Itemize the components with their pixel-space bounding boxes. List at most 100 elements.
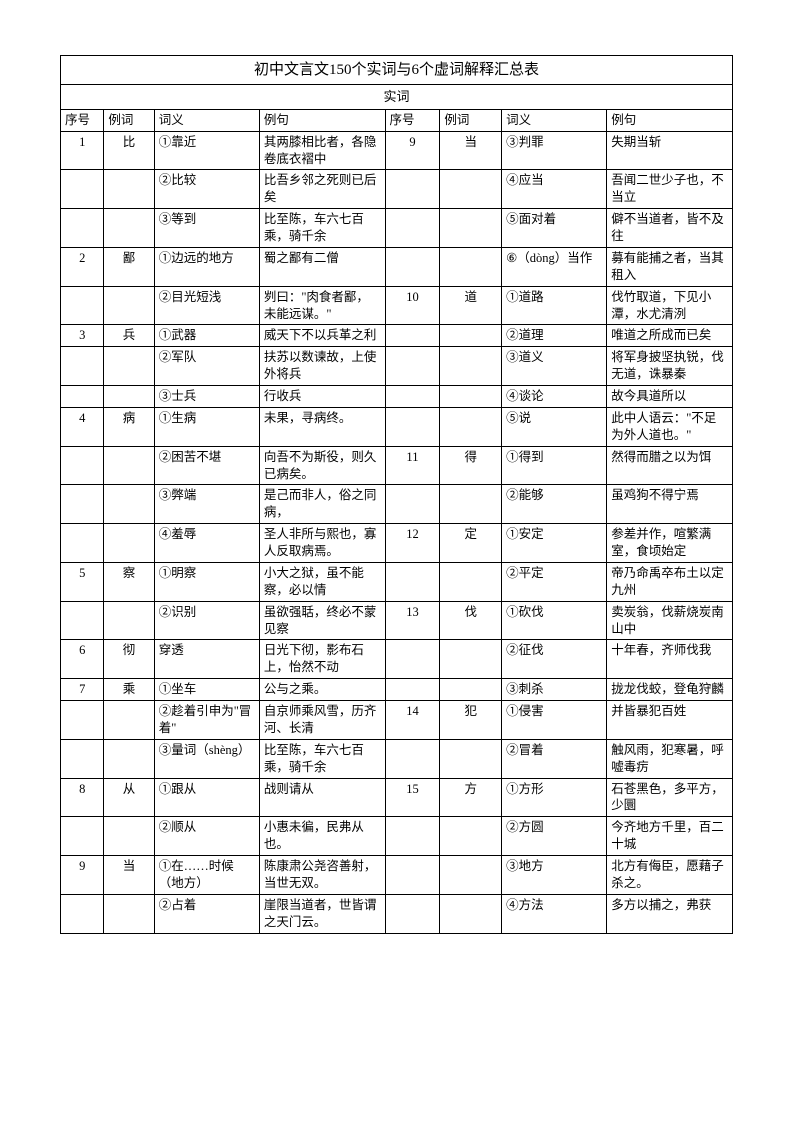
table-row: ③量词（shèng）比至陈，车六七百乘，骑千余②冒着触风雨，犯寒暑，呼嘘毒疠 — [61, 739, 733, 778]
cell-word: 鄙 — [104, 247, 154, 286]
cell-meaning: ③弊端 — [154, 485, 259, 524]
vocab-table: 初中文言文150个实词与6个虚词解释汇总表 实词 序号 例词 词义 例句 序号 … — [60, 55, 733, 934]
cell-example: 小大之狱，虽不能察，必以情 — [259, 562, 385, 601]
cell-example: 其两膝相比者，各隐卷底衣褶中 — [259, 131, 385, 170]
cell-word2 — [440, 485, 502, 524]
cell-seq — [61, 739, 104, 778]
cell-example: 日光下彻，影布石上，怡然不动 — [259, 640, 385, 679]
cell-seq2 — [385, 247, 440, 286]
cell-example: 自京师乘风雪，历齐河、长清 — [259, 701, 385, 740]
cell-word2 — [440, 679, 502, 701]
table-row: ②军队扶苏以数谏故，上使外将兵③道义将军身披坚执锐，伐无道，诛暴秦 — [61, 347, 733, 386]
cell-seq2: 9 — [385, 131, 440, 170]
cell-example: 扶苏以数谏故，上使外将兵 — [259, 347, 385, 386]
cell-meaning2: ②冒着 — [502, 739, 607, 778]
cell-meaning: ②识别 — [154, 601, 259, 640]
cell-example: 行收兵 — [259, 386, 385, 408]
cell-example2: 伐竹取道，下见小潭，水尤清洌 — [607, 286, 733, 325]
cell-word: 比 — [104, 131, 154, 170]
cell-meaning: ③量词（shèng） — [154, 739, 259, 778]
cell-example2: 然得而腊之以为饵 — [607, 446, 733, 485]
table-row: ②趁着引申为"冒着"自京师乘风雪，历齐河、长清14犯①侵害并皆暴犯百姓 — [61, 701, 733, 740]
table-title: 初中文言文150个实词与6个虚词解释汇总表 — [61, 56, 733, 85]
cell-example: 崖限当道者，世皆谓之天门云。 — [259, 894, 385, 933]
cell-word2: 方 — [440, 778, 502, 817]
cell-example2: 失期当斩 — [607, 131, 733, 170]
cell-meaning2: ⑤说 — [502, 407, 607, 446]
cell-seq2 — [385, 170, 440, 209]
cell-example: 公与之乘。 — [259, 679, 385, 701]
cell-meaning2: ④应当 — [502, 170, 607, 209]
cell-meaning2: ①安定 — [502, 524, 607, 563]
cell-seq2 — [385, 407, 440, 446]
cell-seq — [61, 170, 104, 209]
cell-meaning2: ①道路 — [502, 286, 607, 325]
cell-meaning2: ②道理 — [502, 325, 607, 347]
cell-example: 比至陈，车六七百乘，骑千余 — [259, 739, 385, 778]
hdr-word2: 例词 — [440, 109, 502, 131]
cell-word2: 当 — [440, 131, 502, 170]
cell-meaning2: ④谈论 — [502, 386, 607, 408]
cell-seq: 3 — [61, 325, 104, 347]
title-row: 初中文言文150个实词与6个虚词解释汇总表 — [61, 56, 733, 85]
cell-seq2 — [385, 209, 440, 248]
cell-seq2: 10 — [385, 286, 440, 325]
cell-seq2 — [385, 856, 440, 895]
subtitle-row: 实词 — [61, 85, 733, 110]
cell-seq2 — [385, 325, 440, 347]
cell-example2: 卖炭翁，伐薪烧炭南山中 — [607, 601, 733, 640]
cell-example2: 故今具道所以 — [607, 386, 733, 408]
cell-word — [104, 817, 154, 856]
cell-seq: 5 — [61, 562, 104, 601]
cell-meaning: ②占着 — [154, 894, 259, 933]
cell-word — [104, 739, 154, 778]
table-subtitle: 实词 — [61, 85, 733, 110]
cell-word2 — [440, 170, 502, 209]
cell-seq — [61, 524, 104, 563]
table-row: 7乘①坐车公与之乘。③刺杀拢龙伐蛟，登龟狩麟 — [61, 679, 733, 701]
cell-seq2: 11 — [385, 446, 440, 485]
cell-example2: 参差并作，喧繁满室，食顷始定 — [607, 524, 733, 563]
cell-example: 圣人非所与熙也，寡人反取病焉。 — [259, 524, 385, 563]
cell-meaning2: ①方形 — [502, 778, 607, 817]
cell-word2 — [440, 562, 502, 601]
cell-meaning2: ③刺杀 — [502, 679, 607, 701]
table-row: ②目光短浅刿曰："肉食者鄙，未能远谋。"10道①道路伐竹取道，下见小潭，水尤清洌 — [61, 286, 733, 325]
cell-example: 向吾不为斯役，则久已病矣。 — [259, 446, 385, 485]
cell-meaning: ①边远的地方 — [154, 247, 259, 286]
cell-word: 彻 — [104, 640, 154, 679]
table-row: ②困苦不堪向吾不为斯役，则久已病矣。11得①得到然得而腊之以为饵 — [61, 446, 733, 485]
cell-word — [104, 347, 154, 386]
cell-seq2 — [385, 485, 440, 524]
cell-seq2 — [385, 679, 440, 701]
cell-example: 比至陈，车六七百乘，骑千余 — [259, 209, 385, 248]
cell-example: 是己而非人，俗之同病， — [259, 485, 385, 524]
cell-meaning2: ①砍伐 — [502, 601, 607, 640]
cell-example2: 石苍黑色，多平方，少圜 — [607, 778, 733, 817]
cell-meaning: ④羞辱 — [154, 524, 259, 563]
cell-meaning: 穿透 — [154, 640, 259, 679]
table-row: 8从①跟从战则请从15方①方形石苍黑色，多平方，少圜 — [61, 778, 733, 817]
cell-word — [104, 601, 154, 640]
cell-word2 — [440, 325, 502, 347]
cell-seq — [61, 817, 104, 856]
cell-meaning2: ②方圆 — [502, 817, 607, 856]
hdr-seq2: 序号 — [385, 109, 440, 131]
cell-example: 陈康肃公尧咨善射，当世无双。 — [259, 856, 385, 895]
table-row: ②比较比吾乡邻之死则已后矣④应当吾闻二世少子也，不当立 — [61, 170, 733, 209]
cell-meaning: ②目光短浅 — [154, 286, 259, 325]
cell-example: 蜀之鄙有二僧 — [259, 247, 385, 286]
cell-seq: 4 — [61, 407, 104, 446]
cell-example2: 并皆暴犯百姓 — [607, 701, 733, 740]
hdr-seq: 序号 — [61, 109, 104, 131]
cell-seq: 2 — [61, 247, 104, 286]
hdr-example2: 例句 — [607, 109, 733, 131]
cell-seq — [61, 347, 104, 386]
table-row: 6彻穿透日光下彻，影布石上，怡然不动②征伐十年春，齐师伐我 — [61, 640, 733, 679]
cell-word: 察 — [104, 562, 154, 601]
cell-meaning: ③等到 — [154, 209, 259, 248]
cell-word — [104, 894, 154, 933]
cell-seq — [61, 209, 104, 248]
cell-seq — [61, 446, 104, 485]
hdr-example: 例句 — [259, 109, 385, 131]
